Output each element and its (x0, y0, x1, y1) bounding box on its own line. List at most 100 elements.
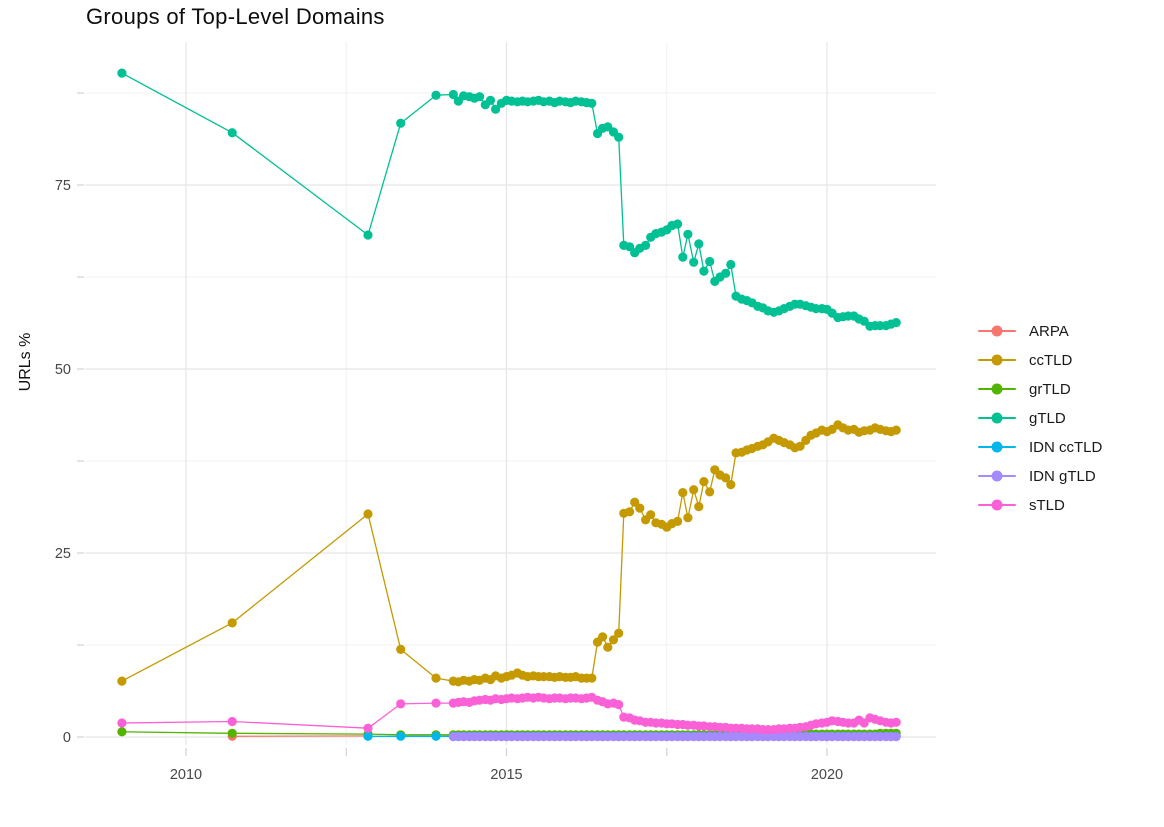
legend-item-idn-gtld: IDN gTLD (978, 466, 1102, 486)
data-point-cctld (598, 632, 608, 642)
legend-item-grtld: grTLD (978, 379, 1102, 399)
data-point-stld (396, 699, 406, 709)
series-stld (117, 692, 901, 735)
major-gridlines (85, 42, 936, 745)
legend-key-icon (978, 440, 1016, 454)
data-point-cctld (396, 644, 406, 655)
legend: ARPA ccTLD grTLD gTLD IDN ccTLD IDN gTLD sTLD (978, 321, 1102, 524)
data-point-stld (117, 718, 127, 728)
data-point-cctld (646, 510, 656, 520)
data-point-cctld (683, 513, 693, 523)
legend-label: ccTLD (1029, 351, 1073, 369)
y-tick-label: 75 (55, 178, 71, 194)
data-point-gtld (396, 118, 406, 128)
data-point-cctld (726, 480, 736, 490)
series-gtld (117, 68, 901, 331)
data-point-cctld (363, 509, 373, 519)
series-line-gtld (121, 72, 897, 327)
legend-item-idn-cctld: IDN ccTLD (978, 437, 1102, 457)
data-point-cctld (587, 673, 597, 683)
data-point-cctld (608, 635, 619, 645)
data-point-cctld (227, 618, 237, 628)
legend-item-cctld: ccTLD (978, 350, 1102, 370)
y-tick-label: 0 (63, 730, 71, 746)
data-point-gtld (614, 132, 624, 142)
y-axis-labels: 0 25 50 75 (55, 178, 71, 746)
data-point-cctld (795, 441, 805, 451)
legend-key-icon (978, 411, 1016, 425)
series-arpa (227, 731, 373, 741)
data-point-gtld (117, 68, 127, 78)
data-point-cctld (721, 473, 731, 483)
legend-label: gTLD (1029, 409, 1066, 427)
data-point-gtld (699, 266, 709, 276)
x-tick-label: 2015 (490, 767, 522, 783)
legend-item-stld: sTLD (978, 495, 1102, 515)
data-point-idn-cctld (363, 731, 373, 741)
data-point-stld (431, 698, 441, 708)
legend-label: IDN ccTLD (1029, 438, 1103, 456)
legend-item-arpa: ARPA (978, 321, 1102, 341)
x-tick-label: 2010 (170, 767, 202, 783)
data-point-gtld (448, 89, 458, 100)
series-idn-gtld (448, 732, 901, 742)
y-tick-label: 25 (55, 546, 71, 562)
data-point-gtld (431, 90, 441, 100)
data-point-gtld (726, 259, 736, 270)
legend-label: grTLD (1029, 380, 1071, 398)
legend-key-icon (978, 469, 1016, 483)
data-point-stld (227, 716, 237, 727)
data-point-cctld (625, 507, 635, 517)
x-tick-label: 2020 (811, 767, 843, 783)
data-point-cctld (673, 516, 683, 527)
data-point-cctld (694, 502, 704, 512)
data-point-idn-cctld (431, 731, 441, 741)
data-point-grtld (227, 728, 237, 738)
legend-label: IDN gTLD (1029, 467, 1096, 485)
legend-key-icon (978, 324, 1016, 338)
data-point-cctld (678, 488, 688, 498)
data-point-gtld (641, 240, 651, 250)
series-cctld (117, 420, 901, 687)
data-point-cctld (603, 642, 613, 652)
data-point-cctld (891, 425, 901, 435)
legend-key-icon (978, 498, 1016, 512)
legend-item-gtld: gTLD (978, 408, 1102, 428)
data-point-cctld (635, 503, 645, 513)
data-point-gtld (721, 268, 731, 278)
data-point-gtld (673, 219, 683, 229)
axis-ticks (77, 92, 828, 756)
data-point-gtld (227, 128, 237, 138)
data-point-cctld (699, 477, 709, 487)
data-point-cctld (431, 673, 441, 683)
data-point-gtld (705, 256, 715, 267)
data-point-gtld (491, 104, 501, 114)
data-point-gtld (485, 95, 496, 105)
y-tick-label: 50 (55, 362, 71, 378)
data-point-gtld (689, 257, 699, 267)
chart-title: Groups of Top-Level Domains (86, 4, 385, 29)
legend-key-icon (978, 382, 1016, 396)
data-point-idn-cctld (396, 731, 406, 741)
x-axis-labels: 2010 2015 2020 (170, 767, 843, 783)
legend-key-icon (978, 353, 1016, 367)
data-point-stld (891, 717, 901, 727)
legend-label: sTLD (1029, 496, 1065, 514)
minor-gridlines (85, 42, 936, 745)
data-point-cctld (117, 676, 127, 686)
data-point-gtld (678, 252, 688, 262)
legend-label: ARPA (1029, 322, 1069, 340)
data-point-gtld (475, 92, 485, 102)
data-point-gtld (363, 230, 373, 240)
data-point-stld (614, 700, 624, 710)
data-point-gtld (891, 318, 901, 328)
data-point-gtld (694, 239, 704, 249)
data-point-cctld (705, 487, 715, 497)
data-point-gtld (683, 229, 693, 239)
data-point-grtld (117, 727, 127, 737)
data-point-idn-gtld (891, 732, 901, 742)
data-point-cctld (614, 628, 624, 638)
data-point-cctld (689, 485, 699, 495)
